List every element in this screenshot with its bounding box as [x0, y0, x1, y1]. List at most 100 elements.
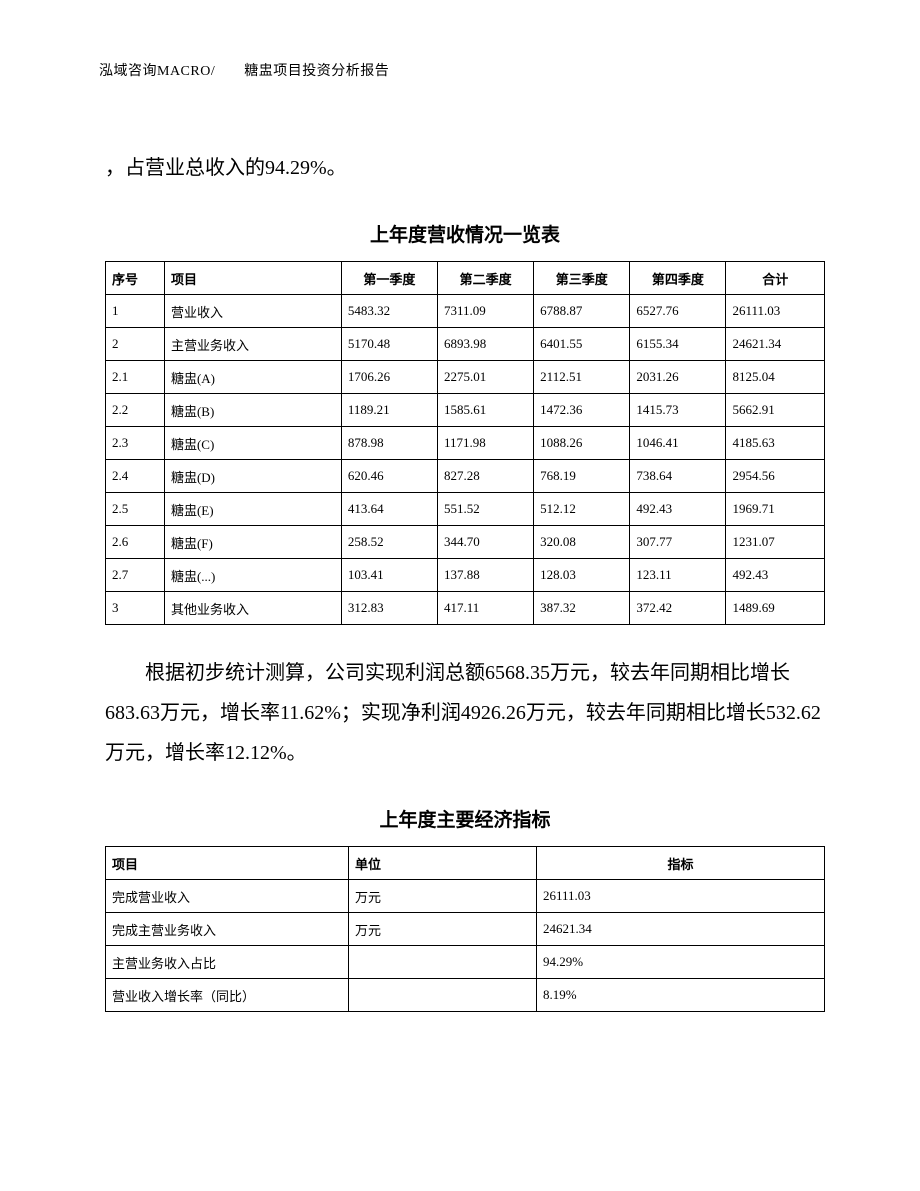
- table-cell: 5662.91: [726, 394, 825, 427]
- table-row: 2.2糖盅(B)1189.211585.611472.361415.735662…: [106, 394, 825, 427]
- table-cell: 2.5: [106, 493, 165, 526]
- table-cell: 糖盅(B): [164, 394, 341, 427]
- table-cell: 2.2: [106, 394, 165, 427]
- table-cell: 387.32: [534, 592, 630, 625]
- table-cell: 1969.71: [726, 493, 825, 526]
- table-row: 2.3糖盅(C)878.981171.981088.261046.414185.…: [106, 427, 825, 460]
- table-cell: 307.77: [630, 526, 726, 559]
- table-cell: 2.3: [106, 427, 165, 460]
- table-cell: 492.43: [630, 493, 726, 526]
- table-row: 主营业务收入占比94.29%: [106, 946, 825, 979]
- table-cell: 3: [106, 592, 165, 625]
- table-cell: 24621.34: [537, 913, 825, 946]
- table-cell: 6401.55: [534, 328, 630, 361]
- col-ind: 指标: [537, 847, 825, 880]
- table-cell: 4185.63: [726, 427, 825, 460]
- table-cell: 417.11: [438, 592, 534, 625]
- table-cell: 1231.07: [726, 526, 825, 559]
- table-cell: 1585.61: [438, 394, 534, 427]
- table-cell: 糖盅(C): [164, 427, 341, 460]
- table-cell: 2112.51: [534, 361, 630, 394]
- table-row: 3其他业务收入312.83417.11387.32372.421489.69: [106, 592, 825, 625]
- paragraph-top: ，占营业总收入的94.29%。: [105, 148, 825, 188]
- table-cell: 738.64: [630, 460, 726, 493]
- table-row: 营业收入增长率（同比）8.19%: [106, 979, 825, 1012]
- table-cell: 营业收入增长率（同比）: [106, 979, 349, 1012]
- table-cell: 营业收入: [164, 295, 341, 328]
- table-cell: 551.52: [438, 493, 534, 526]
- table-cell: 6788.87: [534, 295, 630, 328]
- table-cell: 2031.26: [630, 361, 726, 394]
- table-cell: 2.4: [106, 460, 165, 493]
- table-cell: 2: [106, 328, 165, 361]
- table-cell: 768.19: [534, 460, 630, 493]
- table-cell: 主营业务收入占比: [106, 946, 349, 979]
- table-cell: 2.7: [106, 559, 165, 592]
- table-cell: 糖盅(...): [164, 559, 341, 592]
- table-cell: 7311.09: [438, 295, 534, 328]
- table-cell: 6155.34: [630, 328, 726, 361]
- table-cell: 其他业务收入: [164, 592, 341, 625]
- col-item2: 项目: [106, 847, 349, 880]
- table-cell: 糖盅(D): [164, 460, 341, 493]
- table-header-row: 序号 项目 第一季度 第二季度 第三季度 第四季度 合计: [106, 262, 825, 295]
- table1-title: 上年度营收情况一览表: [105, 220, 825, 247]
- table-cell: 1415.73: [630, 394, 726, 427]
- table-cell: 620.46: [341, 460, 437, 493]
- revenue-table: 序号 项目 第一季度 第二季度 第三季度 第四季度 合计 1营业收入5483.3…: [105, 261, 825, 625]
- table-cell: [349, 946, 537, 979]
- table-cell: 1489.69: [726, 592, 825, 625]
- table-cell: 万元: [349, 913, 537, 946]
- table-cell: 413.64: [341, 493, 437, 526]
- table-row: 2主营业务收入5170.486893.986401.556155.3424621…: [106, 328, 825, 361]
- table-row: 完成主营业务收入万元24621.34: [106, 913, 825, 946]
- table-cell: 主营业务收入: [164, 328, 341, 361]
- table-cell: 320.08: [534, 526, 630, 559]
- table-cell: 2.6: [106, 526, 165, 559]
- table-cell: 1046.41: [630, 427, 726, 460]
- table-cell: 827.28: [438, 460, 534, 493]
- col-q1: 第一季度: [341, 262, 437, 295]
- table-cell: 万元: [349, 880, 537, 913]
- paragraph-mid: 根据初步统计测算，公司实现利润总额6568.35万元，较去年同期相比增长683.…: [105, 653, 825, 773]
- table-cell: 137.88: [438, 559, 534, 592]
- table-cell: 1171.98: [438, 427, 534, 460]
- table-cell: 123.11: [630, 559, 726, 592]
- col-seq: 序号: [106, 262, 165, 295]
- table-cell: 完成主营业务收入: [106, 913, 349, 946]
- table-row: 2.4糖盅(D)620.46827.28768.19738.642954.56: [106, 460, 825, 493]
- table-cell: 1189.21: [341, 394, 437, 427]
- table-cell: 1706.26: [341, 361, 437, 394]
- table-cell: 5483.32: [341, 295, 437, 328]
- col-q4: 第四季度: [630, 262, 726, 295]
- table-cell: 26111.03: [537, 880, 825, 913]
- col-q3: 第三季度: [534, 262, 630, 295]
- table-row: 1营业收入5483.327311.096788.876527.7626111.0…: [106, 295, 825, 328]
- col-item: 项目: [164, 262, 341, 295]
- table-cell: 完成营业收入: [106, 880, 349, 913]
- table-cell: 312.83: [341, 592, 437, 625]
- table-cell: 344.70: [438, 526, 534, 559]
- table-cell: 128.03: [534, 559, 630, 592]
- table-cell: 2.1: [106, 361, 165, 394]
- col-sum: 合计: [726, 262, 825, 295]
- table-row: 2.1糖盅(A)1706.262275.012112.512031.268125…: [106, 361, 825, 394]
- page: 泓域咨询MACRO/ 糖盅项目投资分析报告 ，占营业总收入的94.29%。 上年…: [0, 0, 920, 1191]
- table-cell: 糖盅(E): [164, 493, 341, 526]
- table-cell: 2275.01: [438, 361, 534, 394]
- table-cell: 512.12: [534, 493, 630, 526]
- table-cell: 糖盅(A): [164, 361, 341, 394]
- table-cell: [349, 979, 537, 1012]
- table-cell: 26111.03: [726, 295, 825, 328]
- indicators-table: 项目 单位 指标 完成营业收入万元26111.03完成主营业务收入万元24621…: [105, 846, 825, 1012]
- table2-body: 完成营业收入万元26111.03完成主营业务收入万元24621.34主营业务收入…: [106, 880, 825, 1012]
- table-cell: 372.42: [630, 592, 726, 625]
- table-cell: 878.98: [341, 427, 437, 460]
- table-cell: 5170.48: [341, 328, 437, 361]
- table1-body: 1营业收入5483.327311.096788.876527.7626111.0…: [106, 295, 825, 625]
- table2-title: 上年度主要经济指标: [105, 805, 825, 832]
- table-row: 2.5糖盅(E)413.64551.52512.12492.431969.71: [106, 493, 825, 526]
- table-cell: 6893.98: [438, 328, 534, 361]
- col-q2: 第二季度: [438, 262, 534, 295]
- table-cell: 258.52: [341, 526, 437, 559]
